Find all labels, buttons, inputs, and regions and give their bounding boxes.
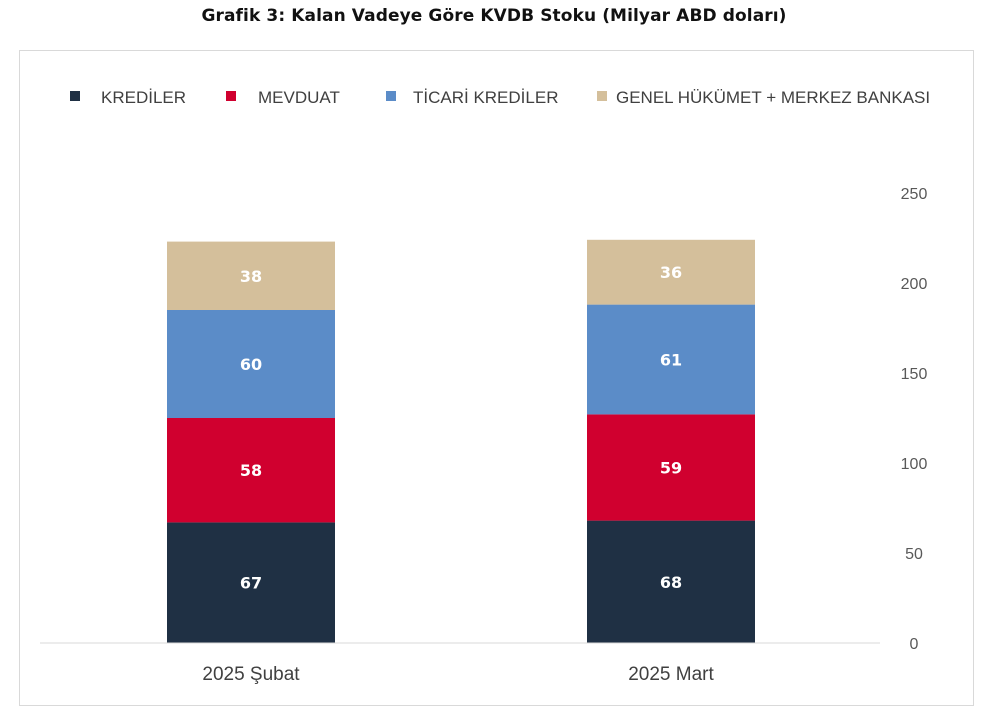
data-label: 59 <box>660 459 682 478</box>
chart-frame <box>19 50 974 706</box>
bar-segment <box>167 241 335 310</box>
bar-segment <box>167 310 335 418</box>
legend-swatch <box>597 91 607 101</box>
x-category-label: 2025 Mart <box>628 664 714 685</box>
bar-segment <box>587 520 755 643</box>
data-label: 36 <box>660 263 682 282</box>
data-label: 58 <box>240 461 262 480</box>
data-label: 68 <box>660 573 682 592</box>
bar-segment <box>587 414 755 521</box>
y-tick-label: 0 <box>910 636 919 653</box>
legend-swatch <box>226 91 236 101</box>
legend: KREDİLER MEVDUAT TİCARİ KREDİLER GENEL HÜKÜ… <box>70 88 930 107</box>
bars <box>167 239 755 643</box>
x-axis-categories: 2025 Şubat 2025 Mart <box>202 664 714 685</box>
bar-segment <box>587 239 755 305</box>
chart-title: Grafik 3: Kalan Vadeye Göre KVDB Stoku (… <box>201 6 787 26</box>
data-labels: 67 58 60 38 68 59 61 36 <box>240 263 682 593</box>
data-label: 38 <box>240 267 262 286</box>
bar-segment <box>167 418 335 523</box>
data-label: 60 <box>240 355 262 374</box>
legend-label: TİCARİ KREDİLER <box>413 88 558 107</box>
bar-segment <box>167 522 335 643</box>
y-tick-label: 250 <box>901 186 928 203</box>
y-tick-label: 150 <box>901 366 928 383</box>
legend-label: MEVDUAT <box>258 88 340 107</box>
y-tick-label: 100 <box>901 456 928 473</box>
legend-swatch <box>70 91 80 101</box>
bar-segment <box>587 304 755 415</box>
legend-label: GENEL HÜKÜMET + MERKEZ BANKASI <box>616 88 930 107</box>
data-label: 61 <box>660 351 682 370</box>
y-tick-label: 50 <box>905 546 923 563</box>
legend-label: KREDİLER <box>101 88 186 107</box>
y-axis-ticks: 0 50 100 150 200 250 <box>901 186 928 653</box>
data-label: 67 <box>240 574 262 593</box>
x-category-label: 2025 Şubat <box>202 664 300 685</box>
y-tick-label: 200 <box>901 276 928 293</box>
legend-swatch <box>386 91 396 101</box>
